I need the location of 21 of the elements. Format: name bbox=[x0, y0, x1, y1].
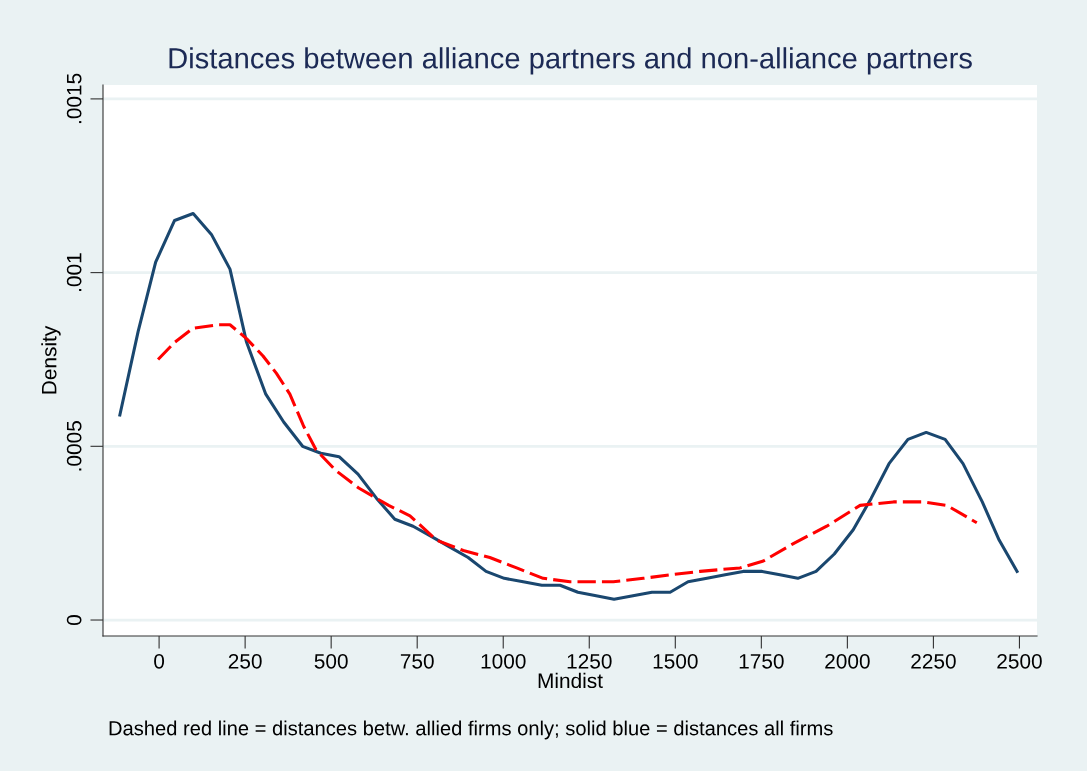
x-tick-label: 2500 bbox=[997, 653, 1042, 669]
x-axis-title: Mindist bbox=[538, 672, 603, 689]
x-tick-label: 2250 bbox=[911, 653, 956, 669]
y-axis-title: Density bbox=[41, 325, 61, 394]
x-tick-label: 1750 bbox=[739, 653, 784, 669]
y-tick-label: .0005 bbox=[66, 421, 82, 471]
x-tick-label: 500 bbox=[314, 653, 348, 669]
x-tick-label: 750 bbox=[400, 653, 434, 669]
y-tick-label: .0015 bbox=[66, 73, 82, 124]
x-tick-label: 2000 bbox=[825, 653, 870, 669]
line-series bbox=[118, 212, 1019, 601]
x-tick-label: 250 bbox=[228, 653, 262, 669]
x-tick-label: 0 bbox=[154, 653, 165, 669]
y-tick-label: 0 bbox=[66, 615, 82, 625]
chart-title: Distances between alliance partners and non-alliance partners bbox=[169, 47, 972, 75]
x-tick-label: 1250 bbox=[567, 653, 612, 669]
x-tick-label: 1500 bbox=[653, 653, 698, 669]
x-tick-label: 1000 bbox=[481, 653, 526, 669]
y-tick-label: .001 bbox=[66, 253, 82, 291]
text: Dashed red line = distances betw. allied firms only; solid blue = distances all firms bbox=[109, 720, 833, 740]
line-series bbox=[156, 323, 979, 584]
